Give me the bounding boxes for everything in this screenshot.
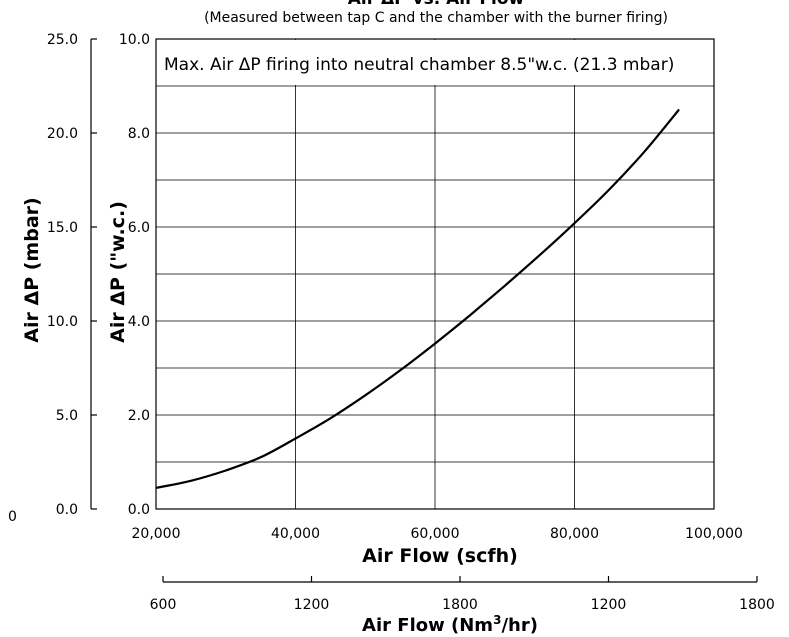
max-pressure-annotation: Max. Air ΔP firing into neutral chamber … (164, 55, 674, 75)
series-line (155, 108, 680, 489)
x-tick-label: 80,000 (550, 526, 599, 542)
y-tick-label: 10.0 (119, 32, 150, 48)
x-tick-label: 40,000 (271, 526, 320, 542)
x2-tick-label: 1800 (442, 597, 478, 613)
chart-title: Air ΔP vs. Air Flow (348, 0, 525, 9)
x2-axis-title: Air Flow (Nm3/hr) (362, 613, 538, 636)
x-tick-label: 20,000 (132, 526, 181, 542)
y2-tick-label: 0.0 (56, 502, 78, 518)
x2-tick-label: 1200 (294, 597, 330, 613)
y2-axis-title: Air ΔP (mbar) (21, 197, 43, 342)
secondary-axes: 0.0 5.0 10.0 15.0 20.0 25.0 600 1200 1800 1200 180… (47, 32, 775, 613)
x2-axis-title-sup: 3 (493, 613, 501, 627)
x2-axis-title-tail: /hr) (501, 615, 538, 636)
x2-tick-label: 1200 (591, 597, 627, 613)
y-axis-title: Air ΔP ("w.c.) (107, 201, 129, 343)
y-tick-label: 4.0 (128, 314, 150, 330)
x-axis-title: Air Flow (scfh) (362, 545, 518, 567)
y-tick-label: 0.0 (128, 502, 150, 518)
y-tick-label: 6.0 (128, 220, 150, 236)
x2-tick-label: 1800 (739, 597, 775, 613)
y2-tick-label: 25.0 (47, 32, 78, 48)
grid (156, 39, 714, 509)
x2-axis-title-main: Air Flow (Nm (362, 615, 493, 636)
stray-label: 0 (8, 509, 17, 525)
x2-tick-label: 600 (150, 597, 177, 613)
plot-frame (155, 38, 715, 510)
y2-tick-label: 15.0 (47, 220, 78, 236)
y2-tick-label: 10.0 (47, 314, 78, 330)
tick-labels: 20,000 40,000 60,000 80,000 100,000 0.0 2.0 4.0… (119, 32, 743, 542)
x-tick-label: 60,000 (411, 526, 460, 542)
chart-subtitle: (Measured between tap C and the chamber … (204, 10, 668, 26)
y2-tick-label: 5.0 (56, 408, 78, 424)
y-tick-label: 2.0 (128, 408, 150, 424)
annotation-box (157, 40, 713, 85)
x-tick-label: 100,000 (685, 526, 743, 542)
y2-tick-label: 20.0 (47, 126, 78, 142)
y-tick-label: 8.0 (128, 126, 150, 142)
